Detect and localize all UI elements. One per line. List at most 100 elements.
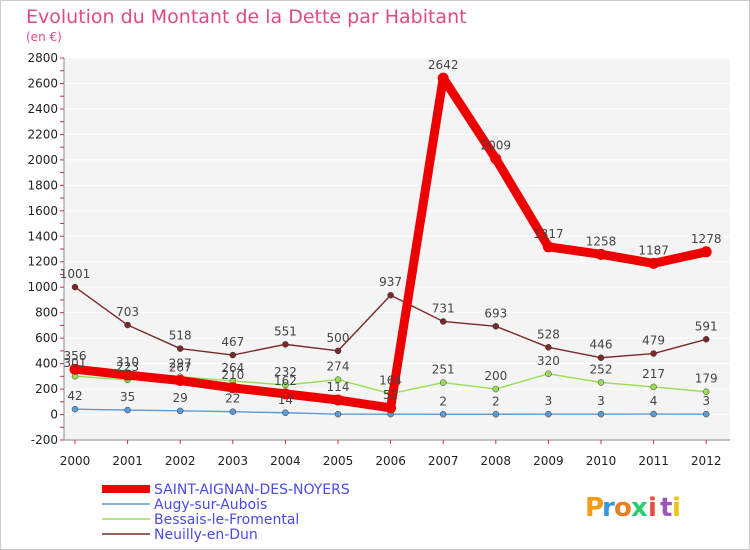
axis-layer: -200 0 200 400 600 800 1000 1200 1400 1600 1800 200… xyxy=(27,51,730,468)
data-point xyxy=(282,381,289,389)
data-point xyxy=(702,336,710,343)
data-point xyxy=(124,406,131,414)
data-point xyxy=(597,379,605,386)
data-label: 528 xyxy=(537,327,560,341)
x-tick-label: 2004 xyxy=(270,454,301,468)
data-point xyxy=(385,402,397,414)
y-tick-label: 1600 xyxy=(27,204,58,218)
data-point xyxy=(332,394,344,406)
data-label: 3 xyxy=(545,394,553,408)
data-point xyxy=(229,351,237,359)
data-label: 693 xyxy=(484,306,507,320)
logo-letter: r xyxy=(602,493,615,523)
y-tick-label: 800 xyxy=(35,306,58,320)
data-label: 1258 xyxy=(586,234,617,248)
x-tick-label: 2008 xyxy=(481,454,512,468)
data-label: 264 xyxy=(221,361,244,375)
data-label: 164 xyxy=(379,374,402,388)
data-point xyxy=(439,411,447,418)
y-tick-label: 1000 xyxy=(27,280,58,294)
data-label: 446 xyxy=(590,338,613,352)
logo-letter: i xyxy=(648,493,657,523)
data-label: 223 xyxy=(116,360,139,374)
data-point xyxy=(334,410,342,418)
data-label: 479 xyxy=(642,334,665,348)
x-tick-label: 2003 xyxy=(218,454,249,468)
data-label: 252 xyxy=(590,362,613,376)
data-point xyxy=(282,409,289,417)
data-label: 518 xyxy=(169,329,192,343)
data-point xyxy=(227,382,239,394)
data-point xyxy=(650,350,657,357)
data-label: 937 xyxy=(379,275,402,289)
proxiti-logo: Pr o x i t i xyxy=(585,493,681,523)
data-point xyxy=(334,376,342,383)
data-point xyxy=(545,370,552,378)
data-point xyxy=(595,248,607,260)
data-label: 500 xyxy=(327,331,350,345)
legend: SAINT-AIGNAN-DES-NOYERSAugy-sur-AuboisBe… xyxy=(102,482,350,543)
x-tick-label: 2005 xyxy=(323,454,354,468)
data-point xyxy=(702,388,710,395)
data-point xyxy=(71,283,79,291)
data-label: 232 xyxy=(274,365,297,379)
x-tick-label: 2002 xyxy=(165,454,196,468)
data-point xyxy=(122,369,134,381)
data-label: 52 xyxy=(383,388,398,402)
data-point xyxy=(542,241,554,253)
data-point xyxy=(437,72,449,84)
data-label: 2 xyxy=(439,394,447,408)
legend-label: Augy-sur-Aubois xyxy=(154,497,267,513)
data-label: 200 xyxy=(484,369,507,383)
data-point xyxy=(439,379,447,386)
data-point xyxy=(545,344,552,351)
y-tick-label: 1800 xyxy=(27,178,58,192)
y-tick-label: 400 xyxy=(35,357,58,371)
data-label: 297 xyxy=(169,357,192,371)
data-label: 217 xyxy=(642,367,665,381)
logo-letter: P xyxy=(585,493,604,523)
data-point xyxy=(124,321,131,329)
data-label: 731 xyxy=(432,301,455,315)
data-label: 14 xyxy=(278,393,293,407)
data-point xyxy=(648,257,660,269)
data-point xyxy=(174,375,186,387)
data-label: 1278 xyxy=(691,232,722,246)
logo-letter: i xyxy=(672,493,681,523)
x-tick-label: 2007 xyxy=(428,454,459,468)
y-tick-label: 1200 xyxy=(27,255,58,269)
data-label: 591 xyxy=(695,319,718,333)
data-label: 42 xyxy=(67,389,82,403)
data-label: 22 xyxy=(225,392,240,406)
y-tick-label: 2800 xyxy=(27,51,58,65)
data-label: 1001 xyxy=(60,267,91,281)
data-label: 114 xyxy=(327,380,350,394)
data-point xyxy=(387,291,394,299)
data-label: 3 xyxy=(597,394,605,408)
data-point xyxy=(545,410,552,418)
data-point xyxy=(229,408,237,415)
x-tick-label: 2001 xyxy=(112,454,143,468)
data-point xyxy=(439,318,447,325)
data-label: 162 xyxy=(274,374,297,388)
chart-subtitle: (en €) xyxy=(26,30,62,44)
data-point xyxy=(597,354,605,361)
data-point xyxy=(176,407,184,415)
data-label: 29 xyxy=(173,391,188,405)
x-tick-label: 2012 xyxy=(691,454,722,468)
data-label: 1187 xyxy=(638,243,669,257)
grid-layer xyxy=(64,57,730,441)
data-label: 251 xyxy=(432,363,455,377)
logo-letter: t xyxy=(660,493,672,523)
y-tick-label: 0 xyxy=(50,408,58,422)
y-tick-label: 200 xyxy=(35,382,58,396)
data-label: 1317 xyxy=(533,227,564,241)
y-tick-label: 2600 xyxy=(27,76,58,90)
legend-label: Bessais-le-Fromental xyxy=(154,512,299,528)
data-point xyxy=(69,363,81,375)
logo-letter: x xyxy=(631,493,648,523)
data-point xyxy=(700,246,712,258)
